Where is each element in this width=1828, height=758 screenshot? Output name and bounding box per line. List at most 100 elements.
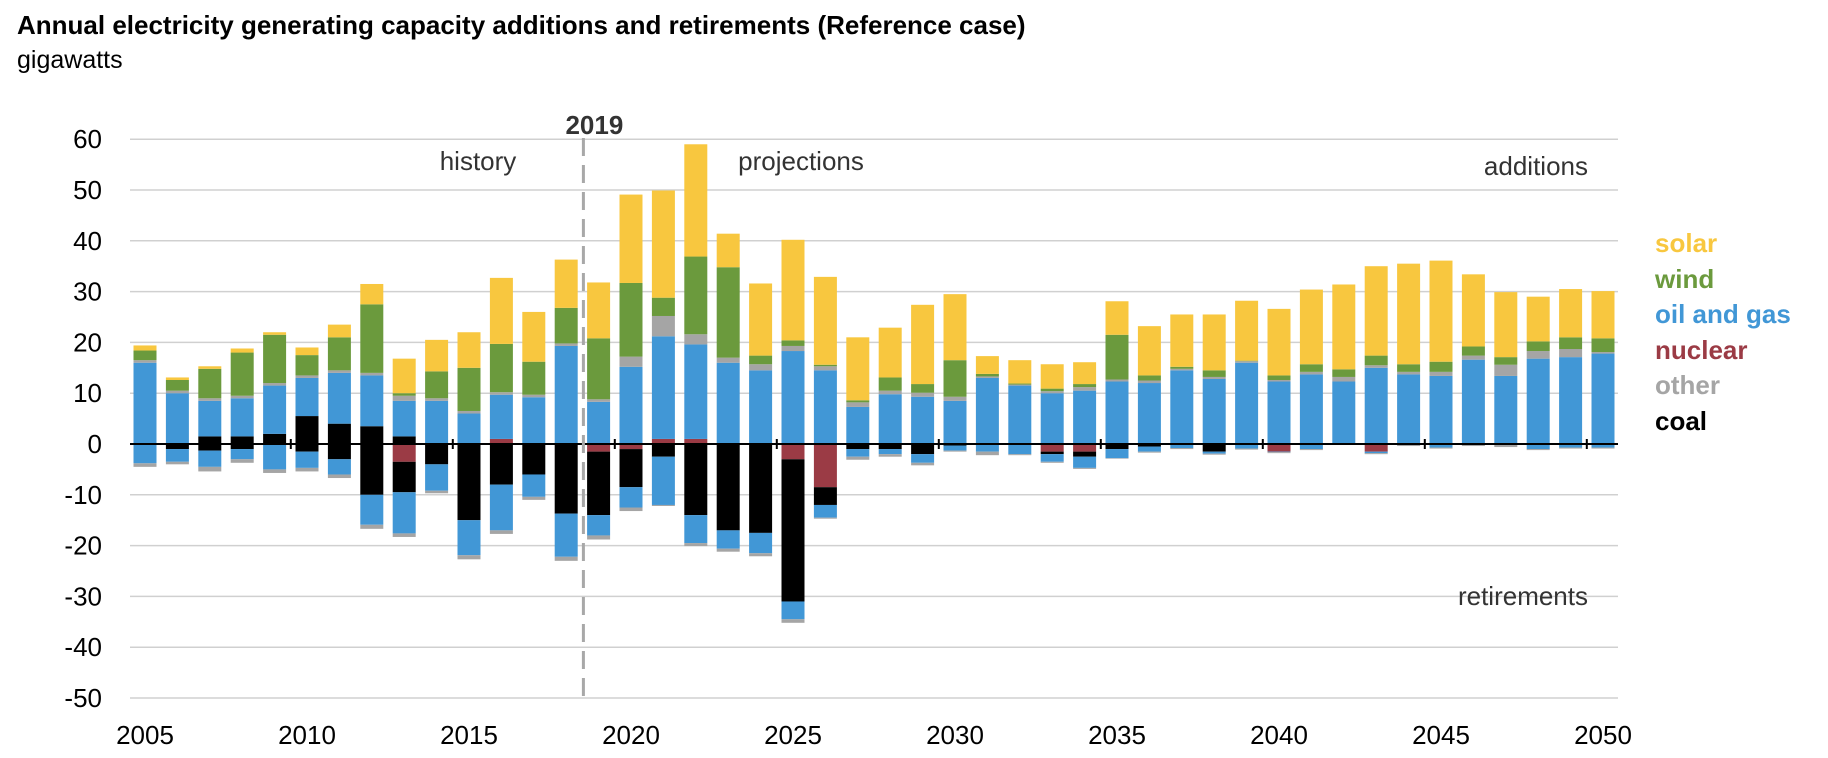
x-tick-label: 2010	[278, 720, 336, 750]
bar-addition-oil-and-gas-2018	[554, 345, 578, 444]
legend-wind: wind	[1655, 263, 1715, 294]
bar-addition-oil-and-gas-2010	[295, 377, 319, 417]
bar-addition-coal-2010	[295, 416, 319, 444]
bar-retirement-oil-and-gas-2006	[165, 449, 189, 462]
bar-addition-other-2020	[619, 356, 643, 367]
bar-addition-other-2041	[1299, 371, 1323, 375]
bar-addition-nuclear-2016	[489, 438, 513, 444]
bar-retirement-nuclear-2040	[1267, 444, 1291, 452]
bar-addition-solar-2045	[1429, 260, 1453, 362]
legend-oil-and-gas: oil and gas	[1655, 299, 1791, 329]
bar-addition-other-2050	[1591, 352, 1615, 354]
bar-retirement-coal-2012	[360, 444, 384, 495]
bar-retirement-oil-and-gas-2026	[813, 504, 837, 518]
bar-addition-wind-2012	[360, 304, 384, 373]
bar-addition-oil-and-gas-2035	[1105, 381, 1129, 444]
bar-retirement-oil-and-gas-2014	[425, 464, 449, 491]
bar-addition-other-2043	[1364, 365, 1388, 368]
bar-addition-wind-2013	[392, 393, 416, 396]
y-tick-label: -30	[64, 581, 102, 611]
x-tick-label: 2035	[1088, 720, 1146, 750]
bar-addition-coal-2008	[230, 436, 254, 444]
bar-addition-solar-2040	[1267, 308, 1291, 376]
bar-addition-oil-and-gas-2011	[327, 372, 351, 424]
bar-addition-oil-and-gas-2031	[975, 377, 999, 444]
bar-retirement-other-2047	[1494, 444, 1518, 448]
bar-addition-solar-2024	[749, 283, 773, 356]
bar-retirement-oil-and-gas-2043	[1364, 451, 1388, 454]
bar-addition-oil-and-gas-2014	[425, 400, 449, 444]
bar-retirement-oil-and-gas-2009	[263, 444, 287, 470]
bar-retirement-oil-and-gas-2039	[1235, 444, 1259, 449]
bar-addition-solar-2010	[295, 347, 319, 356]
bar-addition-other-2030	[943, 396, 967, 401]
y-tick-label: 40	[73, 226, 102, 256]
bar-retirement-oil-and-gas-2041	[1299, 444, 1323, 450]
bar-addition-oil-and-gas-2021	[651, 336, 675, 439]
bar-addition-solar-2037	[1170, 314, 1194, 367]
bar-addition-wind-2027	[846, 400, 870, 403]
x-tick-label: 2050	[1574, 720, 1632, 750]
bar-addition-other-2024	[749, 364, 773, 371]
bar-addition-solar-2011	[327, 324, 351, 338]
bar-addition-solar-2020	[619, 194, 643, 283]
bar-retirement-nuclear-2020	[619, 444, 643, 450]
bar-addition-solar-2030	[943, 294, 967, 361]
bar-addition-wind-2015	[457, 367, 481, 411]
bar-addition-solar-2027	[846, 337, 870, 401]
bar-addition-oil-and-gas-2041	[1299, 374, 1323, 444]
bar-addition-coal-2009	[263, 433, 287, 444]
legend-solar: solar	[1655, 228, 1718, 258]
bar-addition-wind-2014	[425, 371, 449, 399]
bar-addition-other-2010	[295, 375, 319, 378]
bar-addition-solar-2006	[165, 377, 189, 380]
bar-addition-oil-and-gas-2033	[1040, 393, 1064, 444]
bar-retirement-other-2016	[489, 530, 513, 534]
bar-retirement-oil-and-gas-2027	[846, 449, 870, 457]
bar-addition-oil-and-gas-2027	[846, 406, 870, 444]
bar-retirement-coal-2035	[1105, 444, 1129, 450]
bar-retirement-oil-and-gas-2033	[1040, 454, 1064, 462]
bar-retirement-coal-2014	[425, 444, 449, 465]
bar-retirement-other-2027	[846, 456, 870, 460]
bar-addition-other-2031	[975, 376, 999, 378]
bar-retirement-nuclear-2026	[813, 444, 837, 488]
y-axis-ticks: 60 50 40 30 20 10 0 -10 -20 -30 -40 -50	[64, 124, 102, 713]
legend-nuclear: nuclear	[1655, 334, 1748, 365]
bar-retirement-other-2014	[425, 490, 449, 494]
bar-retirement-coal-2019	[587, 451, 611, 516]
bar-retirement-oil-and-gas-2007	[198, 450, 222, 467]
bar-addition-wind-2008	[230, 352, 254, 396]
bar-addition-oil-and-gas-2032	[1008, 385, 1032, 444]
bar-addition-other-2015	[457, 410, 481, 414]
bar-addition-oil-and-gas-2029	[911, 396, 935, 444]
bar-addition-other-2011	[327, 370, 351, 373]
bar-retirement-other-2048	[1526, 449, 1550, 451]
bar-addition-solar-2021	[651, 190, 675, 298]
bar-addition-other-2009	[263, 383, 287, 386]
bar-retirement-coal-2016	[489, 444, 513, 485]
bar-retirement-oil-and-gas-2024	[749, 532, 773, 554]
bar-addition-other-2046	[1461, 355, 1485, 360]
bar-addition-solar-2046	[1461, 274, 1485, 347]
bar-retirement-other-2013	[392, 533, 416, 537]
bar-addition-coal-2007	[198, 436, 222, 444]
bar-addition-solar-2022	[684, 144, 708, 257]
bar-retirement-oil-and-gas-2036	[1137, 446, 1161, 452]
bar-retirement-other-2032	[1008, 454, 1032, 456]
bar-addition-solar-2043	[1364, 266, 1388, 356]
bar-addition-wind-2017	[522, 361, 546, 395]
bar-addition-other-2021	[651, 315, 675, 337]
bar-retirement-coal-2006	[165, 444, 189, 450]
bar-addition-oil-and-gas-2040	[1267, 381, 1291, 444]
bar-addition-solar-2044	[1397, 263, 1421, 365]
bar-addition-wind-2037	[1170, 366, 1194, 369]
bar-retirement-other-2044	[1397, 445, 1421, 447]
bar-addition-oil-and-gas-2042	[1332, 381, 1356, 444]
bar-addition-wind-2007	[198, 368, 222, 399]
bar-retirement-coal-2023	[716, 444, 740, 531]
bar-addition-other-2025	[781, 345, 805, 352]
bar-addition-oil-and-gas-2022	[684, 344, 708, 439]
bar-addition-solar-2036	[1137, 326, 1161, 376]
bar-retirement-oil-and-gas-2013	[392, 492, 416, 534]
